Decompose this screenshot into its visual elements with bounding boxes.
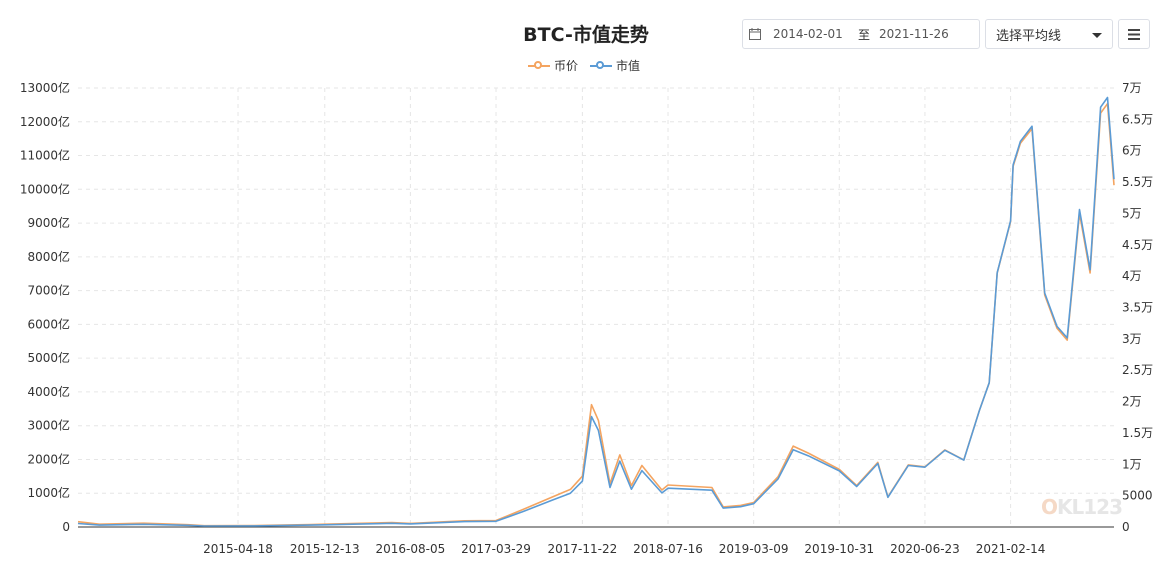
y-left-tick-label: 8000亿 [27, 249, 70, 264]
y-right-tick-label: 5万 [1122, 206, 1142, 220]
calendar-icon [749, 28, 761, 40]
legend-item-marketcap[interactable]: 市值 [590, 57, 640, 74]
y-left-tick-label: 3000亿 [27, 418, 70, 433]
y-left-tick-label: 5000亿 [27, 350, 70, 365]
moving-average-select-label: 选择平均线 [996, 28, 1062, 44]
y-right-tick-label: 3万 [1122, 332, 1142, 346]
legend-marketcap-marker [590, 60, 613, 72]
okl123-watermark-logo: OKL123 [1041, 495, 1123, 519]
y-right-tick-label: 6万 [1122, 144, 1142, 158]
y-right-tick-label: 7万 [1122, 81, 1142, 95]
chart-title: BTC-市值走势 [523, 24, 649, 46]
y-left-tick-label: 11000亿 [20, 148, 70, 163]
date-from-input[interactable]: 2014-02-01 [773, 27, 843, 41]
y-left-tick-label: 13000亿 [20, 80, 70, 95]
series-line-marketcap [77, 96, 1115, 527]
y-right-tick-label: 4.5万 [1122, 238, 1153, 252]
legend-price-marker [528, 60, 550, 72]
chart-menu-button[interactable] [1118, 19, 1150, 49]
y-left-tick-label: 6000亿 [27, 316, 70, 331]
x-tick-label: 2021-02-14 [976, 542, 1046, 556]
x-tick-label: 2020-06-23 [890, 542, 960, 556]
x-tick-label: 2019-10-31 [804, 542, 874, 556]
x-tick-label: 2015-12-13 [290, 542, 360, 556]
y-left-tick-label: 1000亿 [27, 485, 70, 500]
date-separator: 至 [857, 27, 870, 42]
x-tick-label: 2016-08-05 [376, 542, 446, 556]
y-right-tick-label: 1万 [1122, 457, 1142, 471]
date-to-input[interactable]: 2021-11-26 [879, 27, 949, 41]
y-left-tick-label: 7000亿 [27, 283, 70, 298]
series-line-price [77, 102, 1115, 527]
y-left-tick-label: 12000亿 [20, 114, 70, 129]
y-left-tick-label: 9000亿 [27, 215, 70, 230]
legend-item-price[interactable]: 币价 [528, 57, 578, 74]
y-right-tick-label: 1.5万 [1122, 426, 1153, 440]
hamburger-menu-icon [1128, 28, 1140, 40]
y-right-tick-label: 4万 [1122, 269, 1142, 283]
x-tick-label: 2018-07-16 [633, 542, 703, 556]
chevron-down-icon [1092, 33, 1102, 38]
x-tick-label: 2017-11-22 [548, 542, 618, 556]
y-right-tick-label: 2万 [1122, 395, 1142, 409]
moving-average-select[interactable]: 选择平均线 [985, 19, 1113, 49]
y-right-tick-label: 2.5万 [1122, 363, 1153, 377]
date-range-picker[interactable]: 2014-02-01 至 2021-11-26 [742, 19, 980, 49]
legend-marketcap-label: 市值 [616, 59, 641, 73]
y-left-tick-label: 0 [62, 520, 70, 534]
y-right-tick-label: 6.5万 [1122, 112, 1153, 126]
chart-legend: 币价 市值 [528, 57, 640, 74]
y-right-tick-label: 5.5万 [1122, 175, 1153, 189]
y-right-tick-label: 5000 [1122, 489, 1153, 503]
y-left-tick-label: 4000亿 [27, 384, 70, 399]
x-tick-label: 2015-04-18 [203, 542, 273, 556]
y-right-tick-label: 3.5万 [1122, 301, 1153, 315]
legend-price-label: 币价 [554, 59, 579, 73]
y-left-tick-label: 10000亿 [20, 181, 70, 196]
y-left-tick-label: 2000亿 [27, 451, 70, 466]
x-tick-label: 2019-03-09 [719, 542, 789, 556]
y-right-tick-label: 0 [1122, 520, 1130, 534]
x-tick-label: 2017-03-29 [461, 542, 531, 556]
